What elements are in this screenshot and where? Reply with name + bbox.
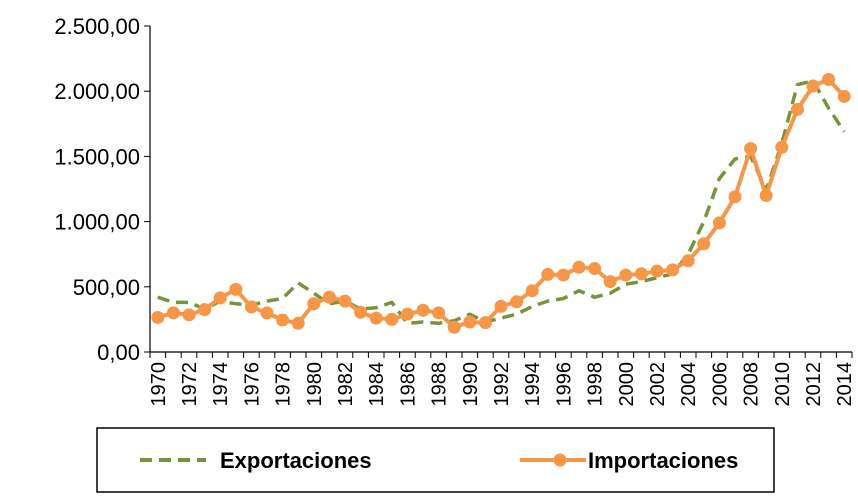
data-point — [151, 310, 165, 324]
x-tick-label: 1974 — [210, 362, 232, 407]
data-point — [634, 267, 648, 281]
series-line — [157, 79, 846, 326]
x-tick-label: 1990 — [460, 362, 482, 407]
series-line — [157, 77, 846, 330]
data-point — [775, 140, 789, 154]
data-point — [619, 268, 633, 282]
x-tick-label: 1972 — [179, 362, 201, 407]
data-point — [681, 254, 695, 268]
x-tick-label: 1976 — [241, 362, 263, 407]
data-point — [806, 79, 820, 93]
data-point — [244, 300, 258, 314]
data-point — [822, 72, 836, 86]
data-point — [525, 284, 539, 298]
legend-label: Importaciones — [588, 448, 738, 473]
x-tick-label: 1980 — [304, 362, 326, 407]
x-tick-label: 2002 — [647, 362, 669, 407]
data-point — [541, 267, 555, 281]
data-point — [463, 315, 477, 329]
data-point — [322, 290, 336, 304]
data-point — [572, 260, 586, 274]
data-point — [291, 316, 305, 330]
x-tick-label: 2014 — [834, 362, 856, 407]
data-point — [369, 311, 383, 325]
y-tick-label: 0,00 — [97, 340, 140, 365]
x-tick-label: 2012 — [803, 362, 825, 407]
data-point — [697, 237, 711, 251]
x-tick-label: 1994 — [522, 362, 544, 407]
data-point — [385, 312, 399, 326]
x-tick-label: 2010 — [772, 362, 794, 407]
data-point — [354, 305, 368, 319]
data-point — [759, 189, 773, 203]
data-point — [182, 308, 196, 322]
y-tick-label: 1.500,00 — [54, 144, 140, 169]
legend-box — [96, 427, 775, 493]
data-point — [400, 307, 414, 321]
data-point — [478, 316, 492, 330]
data-point — [603, 275, 617, 289]
data-point — [213, 291, 227, 305]
data-point — [276, 313, 290, 327]
data-point — [432, 306, 446, 320]
x-tick-label: 1982 — [335, 362, 357, 407]
y-tick-label: 1.000,00 — [54, 210, 140, 235]
data-point — [728, 190, 742, 204]
data-point — [307, 297, 321, 311]
x-tick-label: 2008 — [741, 362, 763, 407]
data-point — [666, 263, 680, 277]
x-tick-label: 1988 — [429, 362, 451, 407]
x-tick-label: 2000 — [616, 362, 638, 407]
data-point — [556, 268, 570, 282]
data-point — [790, 102, 804, 116]
x-tick-label: 2004 — [678, 362, 700, 407]
y-tick-label: 2.000,00 — [54, 79, 140, 104]
data-point — [837, 89, 851, 103]
data-point — [510, 295, 524, 309]
data-point — [416, 303, 430, 317]
x-tick-label: 1978 — [273, 362, 295, 407]
legend-label: Exportaciones — [220, 448, 372, 473]
data-point — [588, 262, 602, 276]
x-tick-label: 1984 — [366, 362, 388, 407]
x-tick-label: 1992 — [491, 362, 513, 407]
y-tick-label: 500,00 — [73, 275, 140, 300]
x-tick-label: 1998 — [585, 362, 607, 407]
x-tick-label: 2006 — [709, 362, 731, 407]
data-point — [260, 306, 274, 320]
data-point — [338, 294, 352, 308]
data-point — [494, 299, 508, 313]
x-tick-label: 1996 — [553, 362, 575, 407]
data-point — [712, 216, 726, 230]
data-point — [166, 306, 180, 320]
y-tick-label: 2.500,00 — [54, 14, 140, 39]
data-point — [744, 142, 758, 156]
data-point — [198, 303, 212, 317]
data-point — [650, 264, 664, 278]
legend-marker — [553, 453, 567, 467]
x-tick-label: 1970 — [148, 362, 170, 407]
data-point — [229, 282, 243, 296]
data-point — [447, 320, 461, 334]
x-tick-label: 1986 — [397, 362, 419, 407]
